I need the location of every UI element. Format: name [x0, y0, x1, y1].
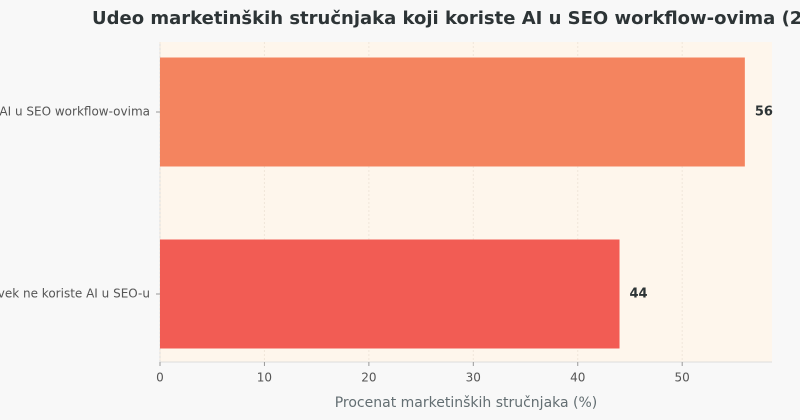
- bar: [160, 239, 620, 349]
- y-tick-label: avek ne koriste AI u SEO-u: [0, 287, 150, 301]
- x-tick-label: 20: [361, 371, 376, 385]
- x-tick-label: 40: [570, 371, 585, 385]
- value-label: 44: [630, 287, 648, 302]
- y-tick-label: AI u SEO workflow-ovima: [0, 105, 150, 119]
- x-tick-label: 10: [257, 371, 272, 385]
- chart-title: Udeo marketinških stručnjaka koji korist…: [92, 8, 800, 29]
- x-tick-label: 50: [675, 371, 690, 385]
- x-tick-label: 0: [156, 371, 164, 385]
- value-label: 56: [755, 105, 773, 120]
- bar: [160, 57, 745, 167]
- x-axis-label: Procenat marketinških stručnjaka (%): [335, 395, 598, 411]
- x-tick-label: 30: [466, 371, 481, 385]
